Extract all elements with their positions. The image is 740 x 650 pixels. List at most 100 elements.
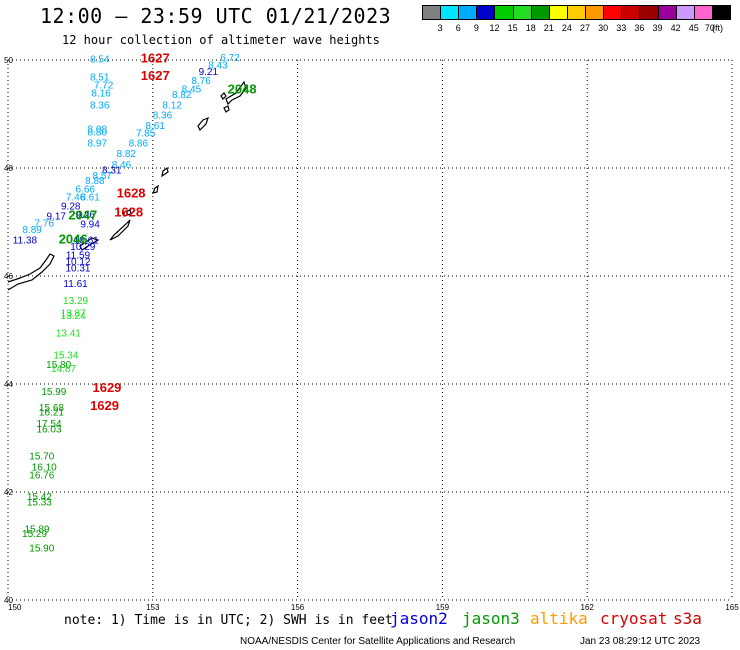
lon-tick-label: 159 (436, 603, 450, 612)
pass-time-label: 1627 (141, 68, 170, 83)
wave-height-value: 8.31 (102, 165, 122, 176)
lon-tick-label: 156 (291, 603, 305, 612)
lon-tick-label: 165 (725, 603, 739, 612)
scale-swatch (621, 5, 641, 20)
scale-swatch (512, 5, 532, 20)
island-iturup (109, 219, 131, 241)
scale-swatch (494, 5, 514, 20)
footer-timestamp: Jan 23 08:29:12 UTC 2023 (580, 636, 701, 647)
wave-height-value: 10.29 (70, 242, 95, 253)
scale-label: 9 (473, 23, 479, 33)
wave-height-value: 11.38 (13, 236, 38, 247)
pass-time-labels: 1627 1627 2048 1628 1628 2047 2046 1629 1629 (59, 51, 257, 413)
wave-height-value: 15.29 (22, 529, 47, 540)
wave-height-color-scale: 3 6 9 12 15 18 21 24 27 30 33 36 39 42 45 70 (ft) (422, 5, 731, 37)
wave-height-value: 8.57 (92, 171, 112, 182)
satellite-altika: altika (530, 609, 588, 628)
wave-height-value: 8.88 (85, 176, 105, 187)
scale-swatch (548, 5, 568, 20)
scale-swatch (639, 5, 659, 20)
wave-height-value: 8.61 (80, 192, 100, 203)
satellite-cryosat: cryosat (600, 609, 668, 628)
wave-height-value: 7.85 (136, 129, 156, 140)
satellite-jason2: jason2 (390, 609, 448, 628)
scale-label: 3 (437, 23, 443, 33)
wave-height-value: 16.21 (39, 407, 64, 418)
wave-height-value: 13.41 (56, 328, 81, 339)
scale-swatch (530, 5, 550, 20)
scale-label: 21 (543, 23, 554, 33)
wave-height-value: 8.82 (172, 90, 192, 101)
pass-time-label: 1629 (92, 380, 121, 395)
wave-height-value: 15.42 (27, 492, 52, 503)
wave-height-value: 8.54 (90, 55, 110, 66)
scale-unit-label: (ft) (712, 23, 723, 33)
scale-swatch (711, 5, 731, 20)
pass-time-label: 2047 (68, 207, 97, 222)
scale-swatch (476, 5, 496, 20)
lat-tick-label: 46 (4, 272, 13, 281)
wave-height-value: 15.34 (53, 351, 78, 362)
wave-height-value: 9.26 (75, 210, 95, 221)
coastline-kuril-islands (7, 80, 247, 291)
scale-swatch (566, 5, 587, 20)
scale-swatch (675, 5, 695, 20)
scale-label: 36 (634, 23, 645, 33)
lon-tick-label: 162 (581, 603, 595, 612)
wave-height-value: 6.66 (75, 184, 95, 195)
wave-height-value: 10.61 (74, 236, 99, 247)
wave-height-value: 7.76 (34, 218, 54, 229)
pass-time-label: 2046 (59, 232, 88, 247)
lon-tick-label: 150 (8, 603, 22, 612)
pass-time-label: 1627 (141, 51, 170, 66)
wave-height-value: 7.46 (66, 192, 86, 203)
wave-height-value: 15.99 (41, 387, 66, 398)
island-ketoi (223, 105, 230, 113)
wave-height-value: 8.36 (153, 110, 173, 121)
lat-tick-label: 50 (4, 56, 13, 65)
scale-label: 24 (561, 23, 572, 33)
island-onekotan (220, 92, 227, 100)
wave-height-value: 15.90 (29, 543, 54, 554)
wave-height-value: 8.08 (88, 124, 108, 135)
wave-height-value: 16.03 (37, 425, 62, 436)
lat-tick-label: 40 (4, 596, 13, 605)
scale-label: 39 (652, 23, 663, 33)
wave-height-value: 6.72 (220, 53, 240, 64)
wave-height-value: 13.24 (61, 311, 86, 322)
wave-height-value: 8.61 (145, 121, 165, 132)
wave-height-value: 14.87 (51, 364, 76, 375)
scale-swatch (693, 5, 713, 20)
wave-height-value: 13.87 (61, 309, 86, 320)
lat-tick-label: 42 (4, 488, 13, 497)
scale-swatch (440, 5, 460, 20)
pass-time-label: 1629 (90, 398, 119, 413)
wave-height-value: 16.10 (32, 462, 57, 473)
wave-height-value: 11.61 (63, 279, 88, 290)
scale-label: 15 (507, 23, 518, 33)
hokkaido-coast (7, 253, 55, 291)
scale-swatch (603, 5, 623, 20)
wave-height-value: 11.59 (66, 251, 91, 262)
wave-height-value: 9.94 (80, 219, 100, 230)
scale-swatch (458, 5, 478, 20)
page-subtitle: 12 hour collection of altimeter wave hei… (62, 33, 380, 47)
wave-height-value: 17.54 (37, 419, 62, 430)
wave-height-value: 8.12 (162, 101, 182, 112)
scale-label: 33 (616, 23, 627, 33)
wave-height-value: 15.33 (27, 498, 52, 509)
satellite-jason3: jason3 (462, 609, 520, 628)
pass-time-label: 2048 (228, 81, 257, 96)
scale-label: 45 (688, 23, 699, 33)
pass-time-label: 1628 (114, 205, 143, 220)
wave-height-value: 8.51 (90, 73, 110, 84)
wave-height-value: 8.97 (88, 138, 108, 149)
lon-tick-label: 153 (146, 603, 160, 612)
lat-tick-label: 44 (4, 380, 13, 389)
wave-height-value: 10.31 (65, 264, 90, 275)
scale-swatch (657, 5, 677, 20)
wave-height-value: 8.76 (191, 76, 211, 87)
map-grid (7, 59, 733, 601)
footer-credit: NOAA/NESDIS Center for Satellite Applica… (240, 636, 516, 647)
island-kunashir (79, 237, 100, 251)
